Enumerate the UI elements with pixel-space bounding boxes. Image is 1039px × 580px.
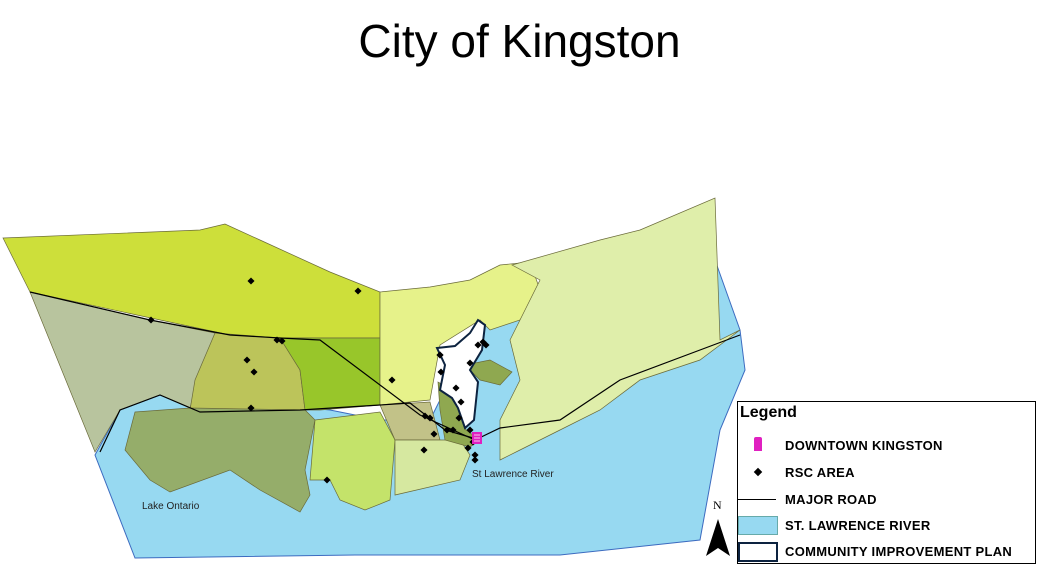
legend-item-downtown: DOWNTOWN KINGSTON	[738, 436, 1035, 456]
line-icon	[738, 499, 776, 500]
community-improvement-plan-area	[435, 318, 487, 430]
rsc-area-point	[466, 359, 474, 367]
region-island	[464, 359, 513, 386]
region-central	[279, 337, 381, 411]
map-title: City of Kingston	[358, 15, 681, 67]
rsc-area-point	[436, 351, 444, 359]
water-fill-swatch	[738, 516, 778, 535]
point-icon	[753, 467, 763, 477]
downtown-kingston-marker	[472, 432, 482, 444]
rsc-area-point	[247, 277, 255, 285]
legend-label: COMMUNITY IMPROVEMENT PLAN	[785, 544, 1013, 559]
legend-label: RSC AREA	[785, 465, 855, 480]
rsc-area-point	[388, 376, 396, 384]
legend-label: MAJOR ROAD	[785, 492, 877, 507]
rsc-area-point	[437, 368, 445, 376]
rsc-area-point	[452, 384, 460, 392]
rsc-area-point	[420, 446, 428, 454]
major-road-lower	[99, 394, 481, 453]
region-east	[499, 197, 741, 461]
rsc-area-point	[323, 476, 331, 484]
legend-item-cip: COMMUNITY IMPROVEMENT PLAN	[738, 542, 1035, 562]
legend-item-major-road: MAJOR ROAD	[738, 490, 1035, 510]
rsc-area-point	[464, 444, 472, 452]
rsc-area-point	[250, 368, 258, 376]
rsc-area-point	[426, 414, 434, 422]
rsc-area-point	[471, 456, 479, 464]
rsc-area-point	[474, 341, 482, 349]
rsc-area-point	[243, 356, 251, 364]
legend-title: Legend	[740, 404, 797, 421]
outline-swatch	[738, 542, 778, 562]
legend: Legend DOWNTOWN KINGSTON RSC AREA MAJOR …	[737, 401, 1036, 564]
legend-label: DOWNTOWN KINGSTON	[785, 438, 943, 453]
north-arrow-icon	[706, 519, 730, 556]
lake-ontario-label: Lake Ontario	[142, 501, 200, 512]
rsc-area-point	[147, 316, 155, 324]
legend-label: ST. LAWRENCE RIVER	[785, 518, 931, 533]
rsc-area-point	[354, 287, 362, 295]
rsc-area-point	[278, 337, 286, 345]
building-icon	[754, 437, 762, 451]
st-lawrence-river-label: St Lawrence River	[472, 469, 554, 480]
rsc-area-point	[455, 414, 463, 422]
rsc-area-point	[471, 451, 479, 459]
legend-item-river: ST. LAWRENCE RIVER	[738, 516, 1035, 536]
rsc-area-point	[443, 426, 451, 434]
rsc-area-point	[466, 426, 474, 434]
rsc-area-point	[273, 336, 281, 344]
rsc-area-point	[449, 426, 457, 434]
north-label: N	[713, 498, 722, 512]
rsc-area-point	[457, 398, 465, 406]
legend-item-rsc-area: RSC AREA	[738, 463, 1035, 483]
region-south-central	[309, 411, 396, 511]
rsc-area-point	[430, 430, 438, 438]
rsc-area-point	[247, 404, 255, 412]
rsc-area-point	[482, 341, 490, 349]
